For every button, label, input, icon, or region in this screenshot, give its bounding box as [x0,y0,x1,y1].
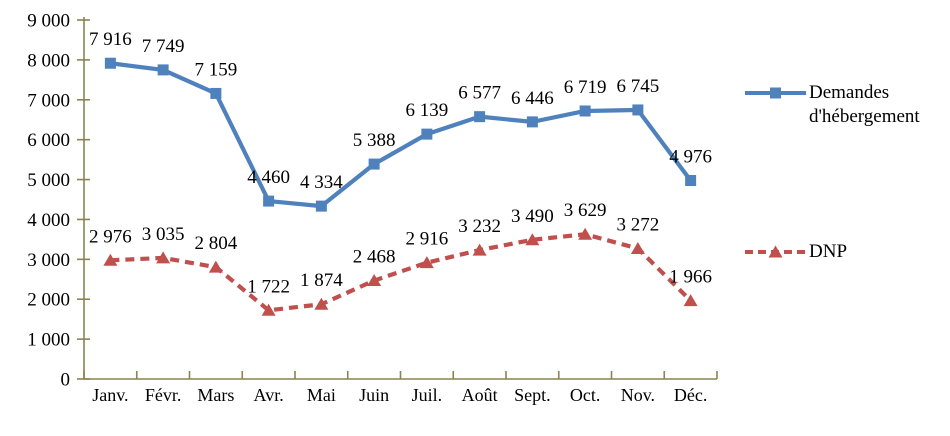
data-point-square [315,200,327,212]
legend-label: d'hébergement [809,106,920,127]
x-tick-label: Juil. [412,385,443,405]
data-point-square [421,128,433,140]
data-label: 3 035 [142,224,185,245]
legend-label: Demandes [809,82,889,103]
data-point-triangle [472,243,487,256]
y-tick-label: 6 000 [27,130,70,151]
data-point-triangle [578,227,593,240]
data-point-triangle [367,274,382,287]
x-tick-label: Nov. [621,385,655,405]
legend-marker-triangle [768,245,783,258]
x-tick-label: Oct. [570,385,601,405]
data-point-triangle [525,233,540,246]
data-label: 7 159 [195,59,238,80]
y-tick-label: 1 000 [27,330,70,351]
data-point-square [526,116,538,128]
series-line-demandes [110,61,693,209]
data-label: 1 874 [300,270,343,291]
data-label: 2 804 [195,233,238,254]
data-label: 3 629 [564,200,607,221]
data-label: 2 916 [406,229,449,250]
y-tick-label: 9 000 [27,11,70,32]
data-label: 1 722 [247,276,290,297]
data-point-triangle [630,241,645,254]
data-label: 6 719 [564,77,607,98]
y-tick-label: 5 000 [27,170,70,191]
data-point-triangle [683,294,698,307]
data-point-triangle [419,256,434,269]
data-point-square [685,175,697,187]
data-point-square [579,105,591,117]
data-point-square [368,158,380,170]
x-tick-label: Mai [307,385,336,405]
data-point-triangle [314,297,329,310]
data-point-square [210,87,222,99]
data-point-square [474,111,486,123]
data-point-triangle [208,260,223,273]
y-tick-label: 7 000 [27,90,70,111]
x-tick-label: Août [462,385,498,405]
data-point-triangle [261,303,276,316]
x-tick-label: Avr. [254,385,284,405]
data-label: 3 272 [617,214,660,235]
data-label: 2 976 [89,226,132,247]
x-tick-label: Juin [359,385,389,405]
data-label: 1 966 [669,267,712,288]
y-tick-label: 8 000 [27,50,70,71]
data-label: 4 976 [669,147,712,168]
data-label: 6 446 [511,88,554,109]
x-tick-label: Mars [197,385,234,405]
x-tick-label: Sept. [514,385,551,405]
series-line-dnp [110,232,693,313]
data-label: 4 460 [247,167,290,188]
data-label: 6 139 [406,100,449,121]
legend-label: DNP [809,241,847,262]
data-point-square [157,64,169,76]
data-point-triangle [156,251,171,264]
data-label: 2 468 [353,247,396,268]
data-label: 3 232 [458,216,501,237]
data-label: 5 388 [353,130,396,151]
data-point-square [104,57,116,69]
x-tick-label: Janv. [92,385,128,405]
data-point-square [263,195,275,207]
data-label: 7 916 [89,29,132,50]
x-tick-label: Févr. [145,385,182,405]
data-label: 3 490 [511,206,554,227]
y-tick-label: 4 000 [27,210,70,231]
legend-marker-square [770,87,781,99]
data-label: 4 334 [300,172,343,193]
y-tick-label: 3 000 [27,250,70,271]
y-tick-label: 0 [61,370,71,391]
data-point-square [632,104,644,116]
data-label: 6 577 [458,83,501,104]
x-tick-label: Déc. [674,385,707,405]
data-label: 7 749 [142,36,185,57]
data-point-triangle [103,253,118,266]
y-tick-label: 2 000 [27,290,70,311]
data-label: 6 745 [617,76,660,97]
